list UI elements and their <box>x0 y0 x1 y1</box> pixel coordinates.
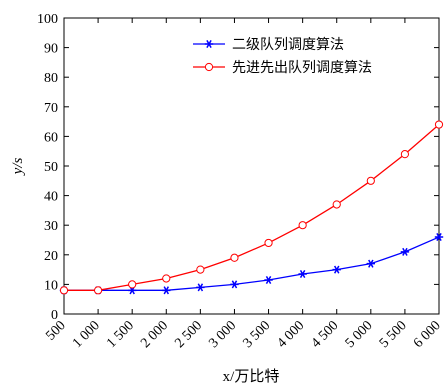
y-tick-label: 100 <box>37 12 58 27</box>
legend-marker <box>204 39 214 49</box>
series-line <box>64 236 440 291</box>
y-tick-label: 80 <box>44 71 58 86</box>
series-layer <box>59 120 444 295</box>
y-tick-label: 10 <box>44 278 58 293</box>
x-tick-label: 4 500 <box>309 318 342 351</box>
data-point <box>230 253 239 262</box>
legend-label: 先进先出队列调度算法 <box>232 60 372 76</box>
y-tick-label: 50 <box>44 160 58 175</box>
data-point <box>128 280 137 289</box>
y-tick-label: 40 <box>44 190 58 205</box>
y-tick-label: 0 <box>51 308 58 323</box>
plot-frame <box>63 17 440 315</box>
data-point <box>162 274 171 283</box>
data-point <box>434 233 444 242</box>
data-point <box>434 120 444 129</box>
x-tick-label: 3 000 <box>206 318 239 351</box>
data-point <box>332 265 341 274</box>
x-tick-label: 2 500 <box>172 318 205 351</box>
data-point <box>196 265 205 274</box>
data-point <box>366 259 376 268</box>
data-point <box>264 275 273 284</box>
data-point <box>298 270 307 279</box>
legend-marker <box>204 62 214 72</box>
y-tick-label: 90 <box>44 42 58 57</box>
series-1 <box>59 233 444 295</box>
data-point <box>366 176 375 185</box>
data-point <box>264 238 273 248</box>
data-point <box>298 221 307 230</box>
x-tick-label: 1 500 <box>104 318 137 351</box>
series-line <box>64 124 440 291</box>
y-tick-label: 30 <box>44 219 58 234</box>
x-tick-label: 4 000 <box>275 318 308 351</box>
y-tick-label: 70 <box>44 101 58 116</box>
data-point <box>93 286 103 295</box>
data-point <box>230 280 239 289</box>
x-axis-title: x/万比特 <box>223 368 280 385</box>
y-tick-label: 20 <box>44 249 58 264</box>
data-point <box>59 286 69 295</box>
data-point <box>332 200 341 209</box>
data-point <box>400 150 410 159</box>
x-tick-label: 6 000 <box>411 318 444 351</box>
legend-label: 二级队列调度算法 <box>232 37 344 53</box>
data-point <box>196 283 205 292</box>
y-axis: 0 10 20 30 40 50 60 70 80 90 100 <box>37 12 439 323</box>
data-point <box>400 247 410 256</box>
y-axis-title: y/s <box>10 158 26 177</box>
x-tick-label: 500 <box>43 318 68 343</box>
y-tick-label: 60 <box>44 130 58 145</box>
x-tick-label: 5 500 <box>377 318 410 351</box>
x-tick-label: 5 000 <box>343 318 376 351</box>
x-tick-label: 2 000 <box>138 318 171 351</box>
data-point <box>162 286 171 295</box>
series-2 <box>59 120 444 295</box>
x-tick-label: 3 500 <box>240 318 273 351</box>
x-tick-label: 1 000 <box>70 318 103 351</box>
